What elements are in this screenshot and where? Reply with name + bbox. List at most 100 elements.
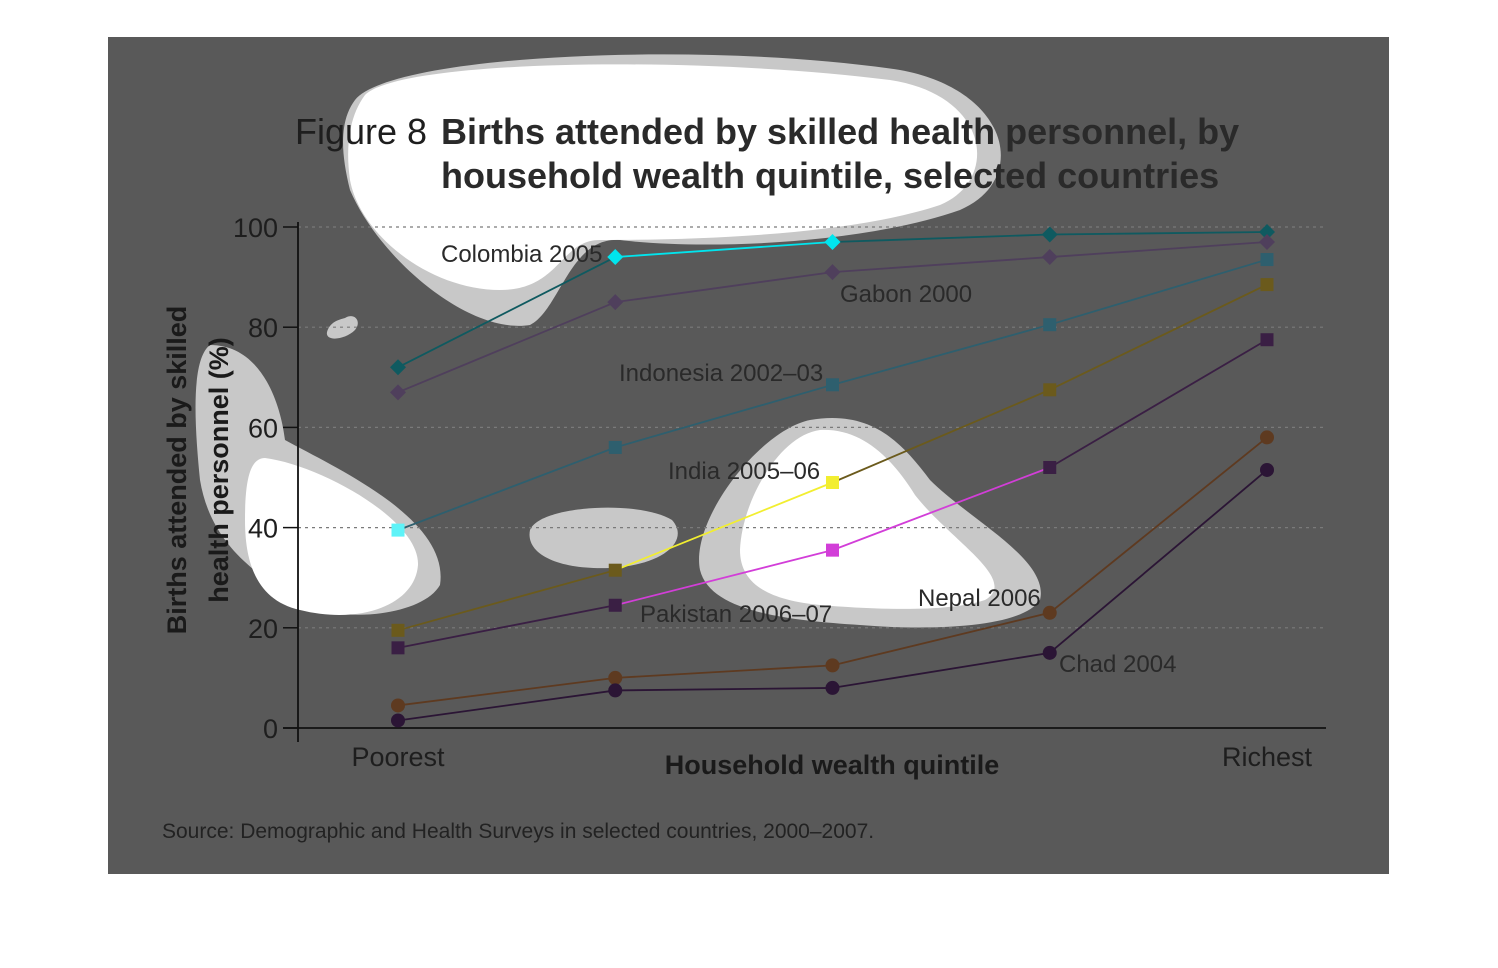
series-line-segment [615, 383, 833, 449]
series-line-segment [1049, 338, 1268, 469]
series-layer [390, 224, 1275, 728]
series-line-segment [832, 233, 1050, 243]
data-point [1259, 234, 1275, 251]
series-6 [391, 462, 1274, 728]
data-point [608, 598, 622, 612]
decorative-blobs [195, 54, 1041, 628]
data-point [1259, 224, 1275, 241]
data-point [391, 641, 405, 655]
series-line-segment [397, 569, 616, 632]
data-point [391, 698, 405, 713]
data-point [824, 264, 841, 281]
data-point [1260, 253, 1274, 267]
series-line-segment [832, 388, 1051, 484]
data-point [1043, 383, 1057, 397]
series-line-segment [615, 271, 833, 304]
data-point [1260, 333, 1274, 347]
decorative-blob-white [245, 458, 419, 615]
series-label-gabon: Gabon 2000 [840, 281, 972, 308]
series-1 [390, 234, 1275, 401]
series-line-segment [1049, 283, 1268, 391]
data-point [607, 294, 624, 311]
series-2 [391, 253, 1274, 537]
series-line-segment [614, 481, 833, 572]
series-label-india: India 2005–06 [668, 458, 820, 485]
decorative-blob-white [348, 64, 978, 290]
figure-label: Figure 8 [295, 111, 427, 152]
data-point [391, 713, 405, 728]
series-line-segment [1049, 231, 1268, 236]
data-point [1260, 462, 1274, 477]
y-tick-label: 60 [248, 413, 278, 443]
data-point [1043, 460, 1057, 474]
series-label-nepal: Nepal 2006 [918, 585, 1041, 612]
data-point [608, 440, 622, 454]
series-line-segment [397, 604, 616, 649]
series-line-segment [1049, 469, 1268, 654]
data-point [608, 563, 622, 577]
y-axis-title-line1: Births attended by skilled [162, 306, 192, 635]
data-point [1041, 226, 1058, 243]
y-tick-label: 40 [248, 514, 278, 544]
data-point [608, 683, 623, 698]
data-point [391, 523, 405, 537]
series-line-segment [397, 446, 616, 531]
series-0 [390, 224, 1275, 376]
series-line-segment [397, 677, 616, 707]
data-point [390, 359, 406, 376]
series-line-segment [832, 466, 1051, 551]
series-label-chad: Chad 2004 [1059, 651, 1176, 678]
series-line-segment [1049, 258, 1268, 326]
source-note: Source: Demographic and Health Surveys i… [162, 820, 874, 843]
y-tick-label: 0 [263, 714, 278, 744]
data-point [1042, 645, 1057, 660]
series-line-segment [397, 689, 616, 722]
series-5 [391, 430, 1274, 713]
y-tick-label: 80 [248, 313, 278, 343]
series-line-segment [397, 256, 616, 369]
data-point [1260, 430, 1274, 445]
decorative-blob-white [740, 429, 995, 609]
series-line-segment [615, 241, 833, 258]
data-point [826, 378, 839, 392]
data-point [390, 384, 406, 401]
series-line-segment [832, 256, 1050, 273]
series-line-segment [1049, 241, 1268, 258]
series-line-segment [1049, 436, 1268, 614]
figure-title-line1: Births attended by skilled health person… [441, 111, 1239, 152]
y-axis-title-line2: health personnel (%) [204, 337, 234, 603]
figure-title-line2: household wealth quintile, selected coun… [441, 155, 1219, 196]
y-tick-label: 100 [233, 213, 278, 243]
x-tick-label: Poorest [351, 742, 445, 772]
data-point [1042, 605, 1057, 620]
data-point [1260, 278, 1274, 292]
x-tick-label: Richest [1222, 742, 1313, 772]
data-point [391, 623, 405, 637]
series-line-segment [397, 301, 616, 394]
x-axis-title: Household wealth quintile [665, 750, 1000, 780]
series-label-pakistan: Pakistan 2006–07 [640, 601, 832, 628]
series-line-segment [832, 651, 1050, 689]
axes: 0 20 40 60 80 100 Poorest Richest [233, 213, 1326, 772]
series-4 [391, 333, 1274, 655]
series-line-segment [615, 687, 833, 692]
series-line-segment [615, 664, 833, 679]
series-line-segment [615, 549, 833, 607]
series-label-indonesia: Indonesia 2002–03 [619, 360, 823, 387]
series-line-segment [832, 611, 1050, 667]
series-3 [391, 278, 1274, 637]
data-point [1043, 318, 1057, 332]
data-point [825, 658, 840, 673]
y-tick-label: 20 [248, 614, 278, 644]
data-point [825, 680, 840, 695]
data-point [1041, 249, 1058, 266]
data-point [826, 476, 839, 490]
data-point [608, 670, 623, 685]
data-point [824, 234, 841, 251]
series-line-segment [832, 323, 1050, 386]
decorative-blob-shadow [529, 507, 678, 569]
series-label-colombia: Colombia 2005 [441, 241, 602, 268]
data-point [607, 249, 624, 266]
data-point [826, 543, 839, 557]
